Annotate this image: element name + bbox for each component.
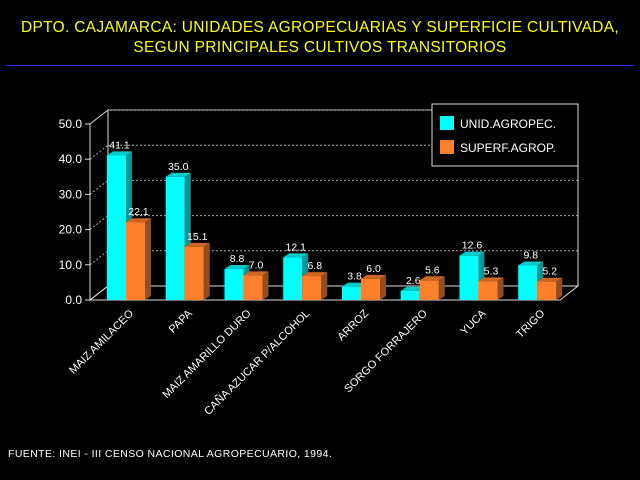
bar-side — [438, 276, 445, 300]
bar-top — [126, 218, 151, 223]
chart-title-line1: DPTO. CAJAMARCA: UNIDADES AGROPECUARIAS … — [21, 19, 619, 36]
data-label-unid: 35.0 — [168, 161, 189, 173]
bar-front — [478, 281, 498, 300]
data-label-superf: 6.8 — [307, 260, 322, 272]
chart-title-line2: SEGUN PRINCIPALES CULTIVOS TRANSITORIOS — [133, 39, 507, 56]
bar-superf — [478, 277, 504, 300]
data-label-unid: 9.8 — [523, 250, 538, 262]
y-tick-label: 50.0 — [59, 117, 83, 131]
legend-swatch-unid — [440, 116, 454, 130]
data-label-superf: 22.1 — [128, 206, 149, 218]
y-tick-label: 10.0 — [59, 258, 83, 272]
bar-superf — [302, 272, 328, 300]
bar-side — [321, 272, 328, 300]
bar-front — [283, 257, 303, 300]
bar-side — [380, 274, 386, 300]
y-tick-label: 40.0 — [59, 152, 83, 166]
bar-top — [107, 151, 132, 156]
bar-top — [419, 276, 445, 281]
bar-front — [224, 269, 244, 300]
data-label-unid: 3.8 — [347, 271, 362, 283]
bar-front — [184, 246, 204, 300]
data-label-unid: 12.1 — [286, 241, 307, 253]
legend-label-superf: SUPERF.AGROP. — [460, 141, 556, 155]
bar-top — [518, 261, 544, 266]
bar-front — [537, 281, 557, 300]
gridline-side — [89, 250, 109, 266]
bar-top — [283, 253, 309, 258]
bar-top — [459, 251, 485, 256]
y-tick-label: 30.0 — [59, 187, 83, 201]
data-label-unid: 12.6 — [462, 240, 483, 252]
bar-front — [518, 265, 538, 300]
data-label-superf: 5.2 — [542, 266, 557, 278]
data-label-superf: 6.0 — [366, 263, 381, 275]
bar-top — [478, 277, 504, 282]
bar-top — [224, 265, 250, 270]
data-label-superf: 5.3 — [484, 265, 499, 277]
data-label-superf: 5.6 — [425, 264, 440, 276]
data-label-superf: 15.1 — [187, 231, 208, 243]
legend-label-unid: UNID.AGROPEC. — [460, 117, 556, 131]
bar-top — [361, 274, 386, 279]
bar-top — [165, 172, 191, 177]
category-label: PAPA — [167, 307, 196, 336]
data-label-superf: 7.0 — [249, 259, 264, 271]
bar-top — [302, 272, 328, 277]
bar-front — [243, 275, 263, 300]
bar-chart: 0.0 10.0 20.0 30.0 40.0 50.0 41.1 22.1 MAIZ AMIL… — [59, 103, 580, 418]
bar-superf — [361, 274, 386, 300]
bar-front — [165, 176, 185, 300]
bar-front — [126, 222, 145, 300]
chart-floor — [88, 285, 580, 301]
category-label: CAÑA AZUCAR P/ALCOHOL — [202, 307, 313, 418]
category-label: ARROZ — [335, 307, 371, 343]
left-wall — [89, 108, 109, 302]
bar-front — [419, 280, 439, 300]
bar-front — [342, 286, 361, 300]
data-label-unid: 2.6 — [406, 275, 421, 287]
y-tick-label: 0.0 — [65, 293, 82, 307]
gridline-side — [89, 215, 109, 230]
source-note: FUENTE: INEI - III CENSO NACIONAL AGROPE… — [8, 448, 333, 460]
bar-side — [262, 271, 269, 300]
bar-front — [302, 276, 322, 300]
bar-top — [243, 271, 269, 276]
chart-title: DPTO. CAJAMARCA: UNIDADES AGROPECUARIAS … — [0, 18, 640, 58]
bar-front — [400, 290, 420, 300]
category-label: TRIGO — [514, 307, 547, 340]
bar-superf — [537, 277, 563, 300]
bar-side — [556, 277, 563, 300]
data-label-unid: 8.8 — [230, 253, 245, 265]
bar-superf — [184, 242, 210, 300]
bar-superf — [419, 276, 445, 300]
bar-side — [203, 242, 210, 300]
legend-box — [431, 103, 579, 167]
category-label: MAIZ AMILACEO — [67, 307, 136, 376]
gridline-side — [89, 180, 109, 195]
bar-superf — [126, 218, 151, 300]
bar-front — [459, 255, 479, 300]
bar-top — [537, 277, 563, 282]
bar-front — [361, 278, 380, 300]
legend-swatch-superf — [440, 140, 454, 154]
category-label: YUCA — [459, 307, 490, 338]
data-label-unid: 41.1 — [109, 139, 130, 151]
bar-front — [107, 155, 126, 300]
bar-top — [400, 286, 426, 291]
bar-superf — [243, 271, 269, 300]
bar-top — [342, 282, 367, 287]
title-divider — [6, 65, 634, 66]
gridline-side — [89, 144, 109, 160]
bar-side — [145, 218, 151, 300]
y-tick-label: 20.0 — [59, 223, 83, 237]
bar-side — [497, 277, 504, 300]
legend: UNID.AGROPEC. SUPERF.AGROP. — [431, 103, 579, 167]
bar-top — [184, 242, 210, 247]
